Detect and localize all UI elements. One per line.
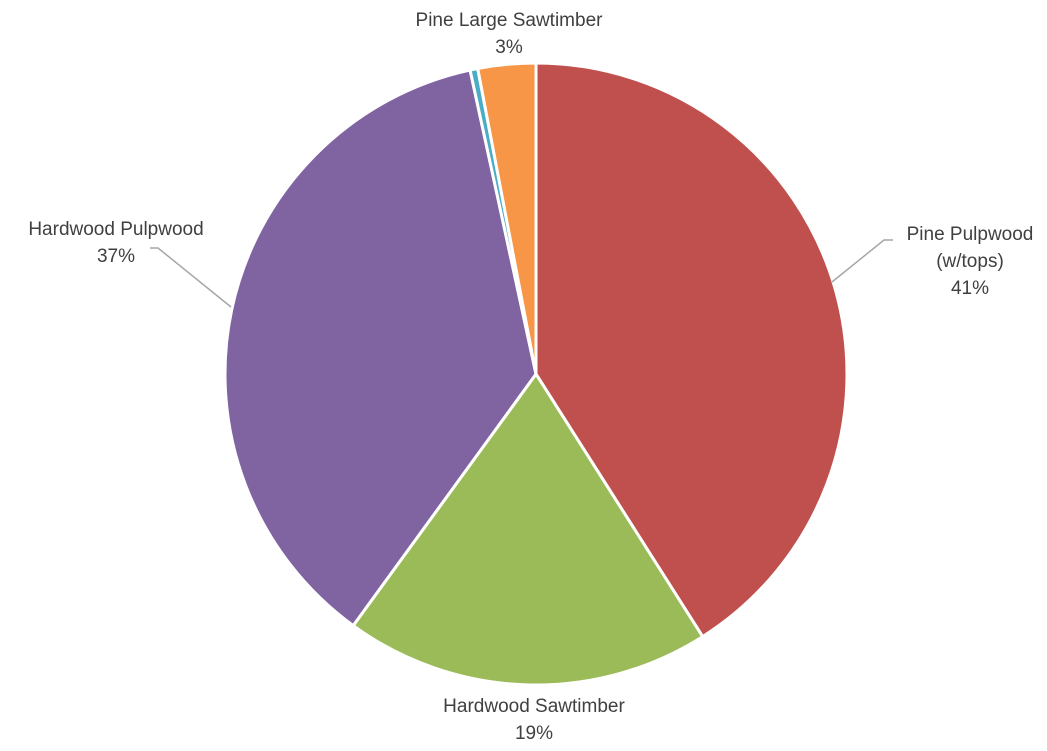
data-label-category: Hardwood Pulpwood (28, 219, 203, 240)
data-label-pine-pulpwood: Pine Pulpwood (w/tops) 41% (907, 224, 1034, 299)
pie-slice-hardwood-sawtimber (351, 372, 705, 687)
data-label-category: Pine Large Sawtimber (416, 10, 604, 31)
pie-slice-pine-pulpwood (534, 61, 849, 639)
data-label-hardwood-sawtimber: Hardwood Sawtimber 19% (443, 696, 625, 744)
pie-slice-pine-large-sawtimber (476, 61, 538, 376)
leader-line-hardwood-pulpwood (150, 247, 232, 308)
data-label-percent: 3% (495, 37, 523, 58)
leader-lines (150, 239, 893, 308)
data-label-category: Pine Pulpwood (907, 224, 1034, 245)
data-label-percent: 37% (97, 246, 135, 267)
data-label-category: Hardwood Sawtimber (443, 696, 625, 717)
data-label-hardwood-pulpwood: Hardwood Pulpwood 37% (28, 219, 203, 267)
pie-slices (223, 61, 849, 687)
data-label-category: (w/tops) (936, 251, 1004, 272)
data-labels: Pine Pulpwood (w/tops) 41% Hardwood Sawtimb… (28, 10, 1033, 744)
data-label-pine-large-sawtimber: Pine Large Sawtimber 3% (416, 10, 604, 58)
pie-slice-hardwood-pulpwood (223, 68, 538, 628)
leader-line-pine-pulpwood (831, 239, 893, 283)
data-label-percent: 19% (515, 723, 553, 744)
data-label-percent: 41% (951, 278, 989, 299)
